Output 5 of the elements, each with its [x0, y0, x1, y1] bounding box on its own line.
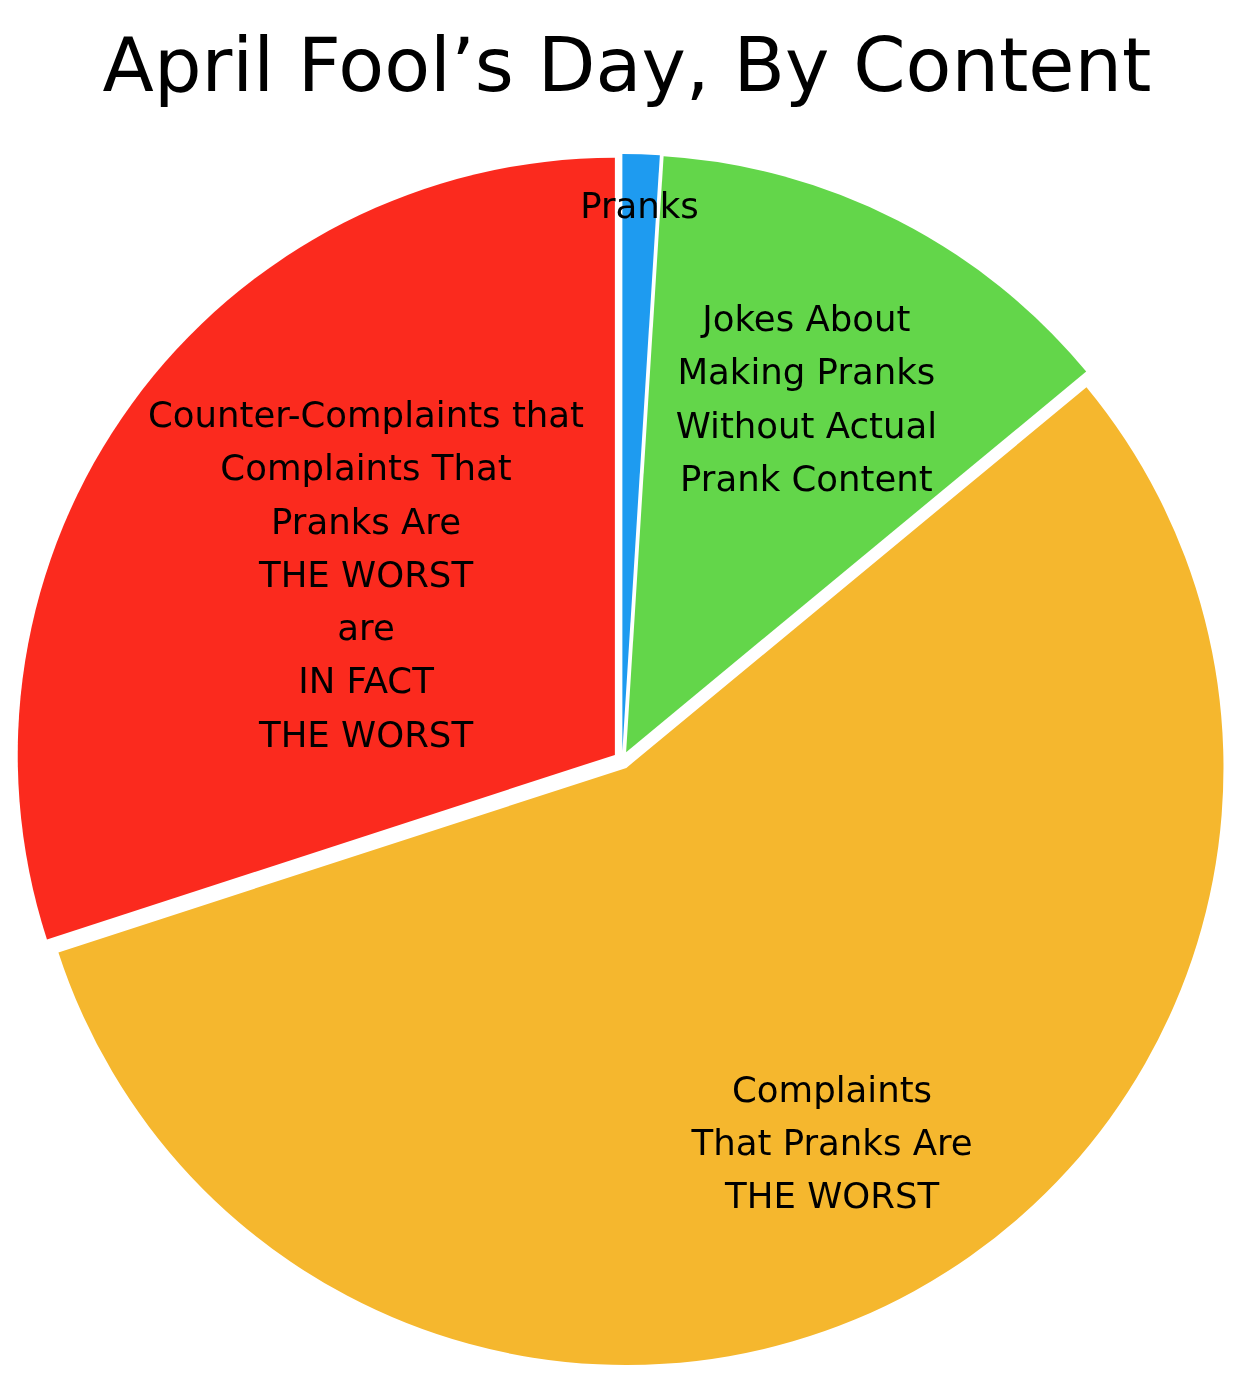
slice-label: Counter-Complaints that Complaints That Pranks Are THE WORST are IN FACT THE WORST — [148, 394, 585, 755]
chart-title: April Fool’s Day, By Content — [102, 20, 1152, 109]
slice-label: Jokes About Making Pranks Without Actual Prank Content — [675, 298, 938, 500]
slice-label: Pranks — [580, 184, 699, 226]
slice-label: Complaints That Pranks Are THE WORST — [690, 1068, 973, 1217]
